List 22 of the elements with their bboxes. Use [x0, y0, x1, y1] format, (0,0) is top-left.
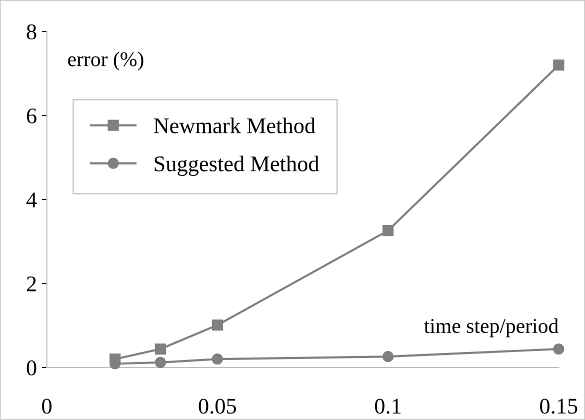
- y-tick-label: 4: [26, 192, 37, 208]
- legend-label: Suggested Method: [154, 156, 320, 176]
- y-tick-label: 6: [26, 108, 36, 124]
- point: [109, 354, 121, 365]
- x-tick-label: 0.05: [198, 398, 236, 414]
- point: [382, 225, 394, 236]
- y-tick-label: 8: [26, 24, 36, 40]
- point: [553, 343, 564, 355]
- point: [382, 351, 394, 362]
- y-tick-label: 0: [26, 360, 36, 376]
- point: [212, 354, 223, 365]
- y-tick-label: 2: [26, 276, 36, 292]
- point: [154, 356, 166, 368]
- legend-label: Newmark Method: [154, 118, 316, 134]
- point: [212, 320, 223, 331]
- y-axis-title: error (%): [68, 52, 144, 71]
- point: [154, 343, 166, 355]
- point: [553, 60, 564, 71]
- x-tick-label: 0: [42, 398, 52, 414]
- x-tick-label: 0.15: [540, 398, 578, 414]
- x-tick-label: 0.1: [375, 398, 401, 414]
- x-axis-title: time step/period: [424, 318, 558, 338]
